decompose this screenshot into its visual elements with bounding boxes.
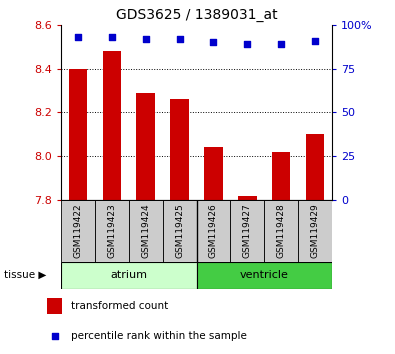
- Text: atrium: atrium: [110, 270, 147, 280]
- Bar: [306, 134, 324, 200]
- Point: [244, 41, 250, 47]
- Text: GSM119424: GSM119424: [141, 204, 150, 258]
- Text: tissue ▶: tissue ▶: [4, 270, 46, 280]
- Text: GSM119427: GSM119427: [243, 204, 252, 258]
- Text: ventricle: ventricle: [240, 270, 289, 280]
- Bar: [47, 298, 62, 314]
- Bar: [61, 262, 197, 289]
- Bar: [197, 200, 230, 262]
- Point: [177, 36, 183, 42]
- Bar: [230, 200, 264, 262]
- Text: GSM119425: GSM119425: [175, 204, 184, 258]
- Bar: [298, 200, 332, 262]
- Text: percentile rank within the sample: percentile rank within the sample: [70, 331, 246, 341]
- Bar: [103, 51, 121, 200]
- Text: GSM119429: GSM119429: [310, 204, 320, 258]
- Bar: [129, 200, 163, 262]
- Bar: [264, 200, 298, 262]
- Point: [278, 41, 284, 47]
- Text: GSM119426: GSM119426: [209, 204, 218, 258]
- Title: GDS3625 / 1389031_at: GDS3625 / 1389031_at: [116, 8, 277, 22]
- Bar: [238, 196, 256, 200]
- Bar: [272, 152, 290, 200]
- Text: GSM119428: GSM119428: [276, 204, 286, 258]
- Point: [51, 333, 58, 339]
- Bar: [95, 200, 129, 262]
- Point: [143, 36, 149, 42]
- Bar: [197, 262, 332, 289]
- Bar: [137, 93, 155, 200]
- Text: GSM119422: GSM119422: [73, 204, 83, 258]
- Bar: [61, 200, 95, 262]
- Point: [109, 34, 115, 40]
- Point: [312, 38, 318, 44]
- Bar: [69, 69, 87, 200]
- Bar: [163, 200, 197, 262]
- Text: transformed count: transformed count: [70, 301, 168, 311]
- Bar: [204, 148, 223, 200]
- Point: [75, 34, 81, 40]
- Text: GSM119423: GSM119423: [107, 204, 117, 258]
- Bar: [170, 99, 189, 200]
- Point: [210, 40, 216, 45]
